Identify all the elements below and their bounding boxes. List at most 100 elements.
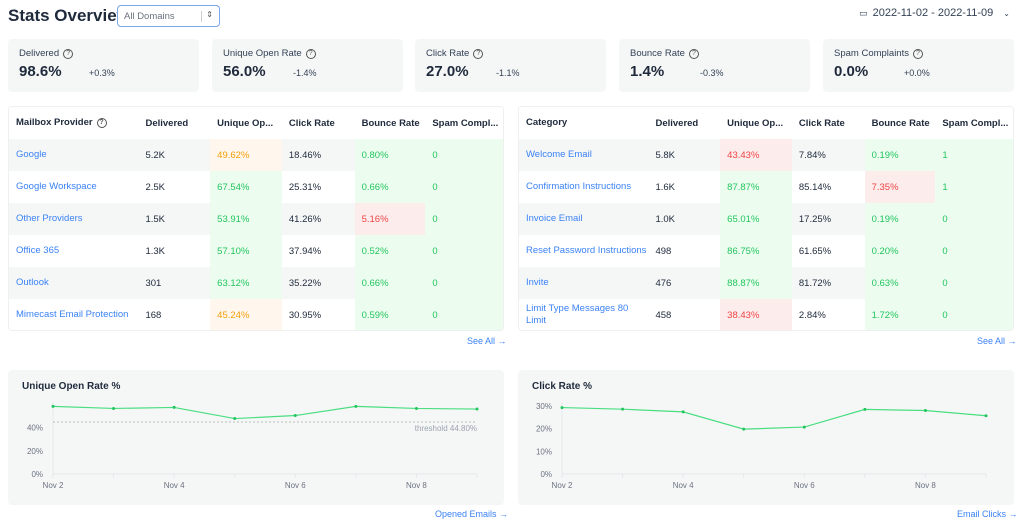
stat-delta: -1.1% bbox=[496, 68, 520, 78]
table-cell: 1 bbox=[935, 171, 1013, 203]
table-cell: 0.19% bbox=[864, 203, 936, 235]
table-cell: 5.2K bbox=[145, 149, 165, 161]
row-link[interactable]: Confirmation Instructions bbox=[526, 181, 632, 192]
column-header[interactable]: Unique Op... bbox=[217, 117, 274, 129]
row-link[interactable]: Outlook bbox=[16, 277, 49, 288]
category-table: Category Delivered Unique Op... Click Rate B… bbox=[518, 106, 1014, 331]
table-cell: 25.31% bbox=[288, 181, 322, 193]
series-line bbox=[52, 405, 478, 420]
row-link[interactable]: Mimecast Email Protection bbox=[16, 309, 129, 320]
data-point bbox=[293, 414, 297, 418]
table-cell: 37.94% bbox=[288, 245, 322, 257]
row-link[interactable]: Limit Type Messages 80 Limit bbox=[526, 303, 629, 326]
table-cell: 0.19% bbox=[864, 139, 936, 171]
row-link[interactable]: Google bbox=[16, 149, 47, 160]
row-link[interactable]: Other Providers bbox=[16, 213, 83, 224]
table-row: Invite 476 88.87% 81.72% 0.63% 0 bbox=[519, 267, 1013, 299]
help-icon[interactable]: ? bbox=[305, 48, 316, 59]
see-all-link[interactable]: See All → bbox=[977, 336, 1017, 346]
table-cell: 0 bbox=[425, 299, 503, 330]
table-row: Invoice Email 1.0K 65.01% 17.25% 0.19% 0 bbox=[519, 203, 1013, 235]
domain-select[interactable]: All Domains ⇕ bbox=[117, 5, 220, 27]
y-tick-label: 20% bbox=[27, 447, 43, 456]
date-range-picker[interactable]: ▭ 2022-11-02 - 2022-11-09 ⌄ bbox=[859, 7, 1010, 19]
data-point bbox=[923, 409, 927, 413]
column-header[interactable]: Category bbox=[526, 117, 568, 128]
chart-link[interactable]: Email Clicks → bbox=[957, 509, 1018, 519]
chart-link[interactable]: Opened Emails → bbox=[435, 509, 509, 519]
data-point bbox=[51, 404, 55, 408]
data-point bbox=[560, 406, 564, 410]
help-icon[interactable]: ? bbox=[63, 48, 74, 59]
table-cell: 45.24% bbox=[210, 299, 282, 330]
x-tick-label: Nov 2 bbox=[43, 481, 64, 490]
table-cell: 0 bbox=[425, 235, 503, 267]
data-point bbox=[621, 407, 625, 411]
column-header[interactable]: Bounce Rate bbox=[361, 117, 420, 129]
table-row: Welcome Email 5.8K 43.43% 7.84% 0.19% 1 bbox=[519, 139, 1013, 171]
data-point bbox=[354, 404, 358, 408]
column-header[interactable]: Spam Compl... bbox=[942, 117, 1009, 129]
y-tick-label: 30% bbox=[536, 402, 552, 411]
row-link[interactable]: Google Workspace bbox=[16, 181, 97, 192]
x-tick-label: Nov 8 bbox=[915, 481, 936, 490]
stat-value: 0.0% bbox=[834, 63, 869, 80]
row-link[interactable]: Welcome Email bbox=[526, 149, 592, 160]
stat-value: 1.4% bbox=[630, 63, 665, 80]
column-header[interactable]: Mailbox Provider? bbox=[9, 107, 138, 139]
help-icon[interactable]: ? bbox=[473, 48, 484, 59]
stat-delta: +0.0% bbox=[904, 68, 930, 78]
table-cell: 38.43% bbox=[720, 299, 792, 330]
table-cell: 458 bbox=[655, 309, 672, 321]
row-link[interactable]: Invite bbox=[526, 277, 549, 288]
stat-label: Spam Complaints bbox=[834, 48, 909, 59]
column-header[interactable]: Bounce Rate bbox=[871, 117, 930, 129]
column-header[interactable]: Delivered bbox=[655, 117, 699, 129]
table-row: Office 365 1.3K 57.10% 37.94% 0.52% 0 bbox=[9, 235, 503, 267]
y-tick-label: 0% bbox=[540, 470, 552, 479]
table-cell: 5.16% bbox=[354, 203, 426, 235]
table-cell: 63.12% bbox=[210, 267, 282, 299]
table-cell: 81.72% bbox=[798, 277, 832, 289]
table-cell: 0 bbox=[935, 299, 1013, 330]
table-cell: 0 bbox=[425, 171, 503, 203]
data-point bbox=[475, 407, 479, 411]
data-point bbox=[984, 414, 988, 418]
table-cell: 1 bbox=[935, 139, 1013, 171]
row-link[interactable]: Invoice Email bbox=[526, 213, 583, 224]
help-icon[interactable]: ? bbox=[688, 48, 699, 59]
table-cell: 0.66% bbox=[354, 171, 426, 203]
column-header[interactable]: Click Rate bbox=[288, 117, 335, 129]
stat-card: Delivered? 98.6% +0.3% bbox=[8, 39, 199, 92]
table-row: Reset Password Instructions 498 86.75% 61.6… bbox=[519, 235, 1013, 267]
column-header[interactable]: Unique Op... bbox=[727, 117, 784, 129]
table-cell: 41.26% bbox=[288, 213, 322, 225]
table-row: Google Workspace 2.5K 67.54% 25.31% 0.66% 0 bbox=[9, 171, 503, 203]
row-link[interactable]: Reset Password Instructions bbox=[526, 245, 647, 256]
column-header[interactable]: Delivered bbox=[145, 117, 189, 129]
column-header[interactable]: Spam Compl... bbox=[432, 117, 499, 129]
table-cell: 476 bbox=[655, 277, 672, 289]
table-cell: 0.20% bbox=[864, 235, 936, 267]
help-icon[interactable]: ? bbox=[96, 118, 107, 128]
mailbox-provider-table: Mailbox Provider? Delivered Unique Op... Cl… bbox=[8, 106, 504, 331]
row-link[interactable]: Office 365 bbox=[16, 245, 60, 256]
stat-card: Click Rate? 27.0% -1.1% bbox=[415, 39, 606, 92]
calendar-icon: ▭ bbox=[859, 7, 868, 18]
stat-delta: -0.3% bbox=[700, 68, 724, 78]
stat-card: Spam Complaints? 0.0% +0.0% bbox=[823, 39, 1014, 92]
chart-panel: Click Rate % 0% 10% 20% 30% Nov 2 Nov 4 Nov 6 No… bbox=[518, 370, 1014, 505]
stat-label: Click Rate bbox=[426, 48, 470, 59]
table-cell: 57.10% bbox=[210, 235, 282, 267]
table-cell: 0 bbox=[425, 203, 503, 235]
data-point bbox=[742, 427, 746, 431]
x-tick-label: Nov 4 bbox=[164, 481, 185, 490]
table-cell: 2.5K bbox=[145, 181, 165, 193]
help-icon[interactable]: ? bbox=[912, 48, 923, 59]
table-cell: 1.0K bbox=[655, 213, 675, 225]
see-all-link[interactable]: See All → bbox=[467, 336, 507, 346]
table-cell: 0.80% bbox=[354, 139, 426, 171]
stat-delta: -1.4% bbox=[293, 68, 317, 78]
column-header[interactable]: Click Rate bbox=[798, 117, 845, 129]
threshold-label: threshold 44.80% bbox=[415, 424, 477, 433]
